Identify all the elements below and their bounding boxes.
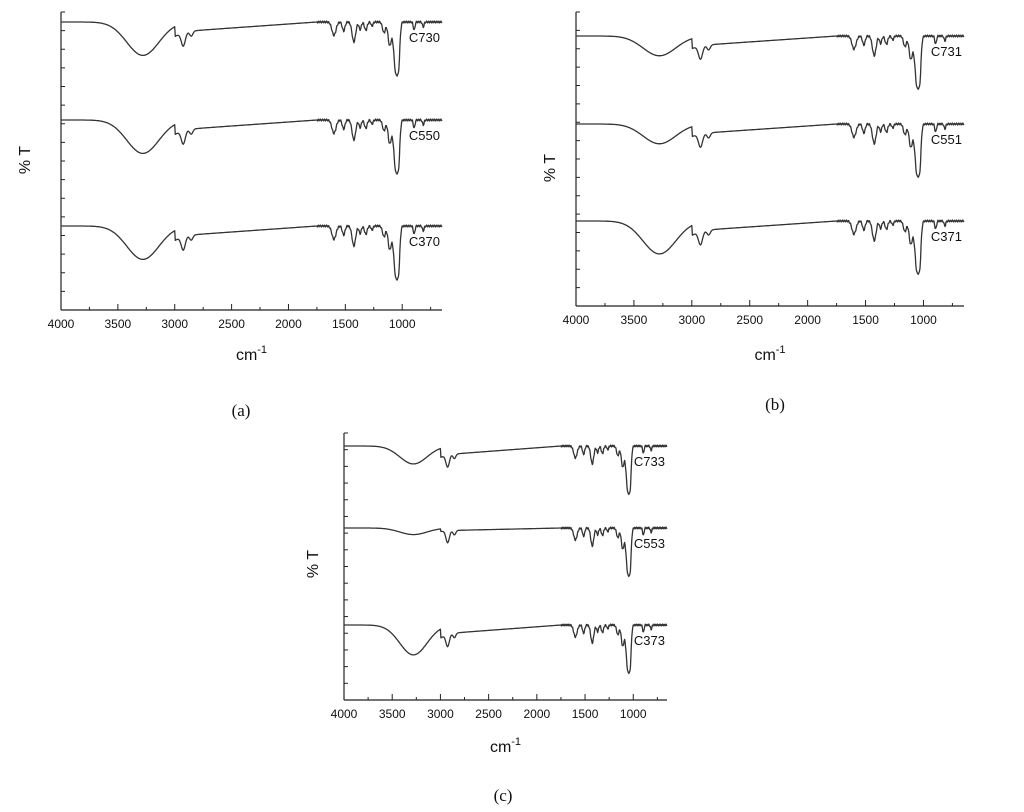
series-line-C553: [343, 526, 668, 578]
panel-c: 4000 3500 3000 2500 2000 1500 1000 cm-1 % T C733 C…: [305, 432, 668, 805]
panel-a: 4000 3500 3000 2500 2000 1500 1000 cm-1 % T C730 C…: [17, 11, 443, 420]
series-label: C730: [409, 30, 440, 45]
x-tick-label: 2000: [523, 707, 550, 721]
panel-b: 4000 3500 3000 2500 2000 1500 1000 cm-1 % T C731 C…: [542, 11, 965, 414]
series-label: C550: [409, 128, 440, 143]
series-label: C551: [931, 132, 962, 147]
x-axis-title: cm-1: [754, 344, 785, 364]
panel-caption: (b): [765, 395, 785, 414]
x-tick-label: 4000: [563, 313, 590, 327]
x-tick-label: 3500: [105, 317, 132, 331]
series-line-C551: [575, 122, 965, 178]
x-tick-label: 1500: [572, 707, 599, 721]
series-line-C730: [60, 20, 443, 77]
x-tick-label: 4000: [331, 707, 358, 721]
series-label: C731: [931, 44, 962, 59]
x-tick-label: 3500: [379, 707, 406, 721]
series-label: C373: [634, 633, 665, 648]
x-tick-label: 1500: [332, 317, 359, 331]
x-tick-label: 3000: [678, 313, 705, 327]
series-line-C373: [343, 623, 668, 675]
x-tick-label: 1500: [852, 313, 879, 327]
series-line-C550: [60, 118, 443, 175]
x-tick-label: 1000: [620, 707, 647, 721]
x-tick-label: 3000: [427, 707, 454, 721]
series-line-C370: [60, 224, 443, 281]
x-tick-label: 2000: [275, 317, 302, 331]
panel-caption: (c): [494, 786, 513, 805]
series-label: C370: [409, 234, 440, 249]
x-tick-label: 3500: [621, 313, 648, 327]
y-axis-title: % T: [305, 550, 322, 578]
x-tick-label: 2000: [794, 313, 821, 327]
series-line-C733: [343, 444, 668, 496]
series-label: C553: [634, 536, 665, 551]
series-label: C733: [634, 454, 665, 469]
x-tick-label: 4000: [48, 317, 75, 331]
x-tick-label: 2500: [218, 317, 245, 331]
x-tick-label: 1000: [910, 313, 937, 327]
x-axis-title: cm-1: [490, 736, 521, 756]
x-tick-label: 1000: [389, 317, 416, 331]
y-axis-title: % T: [17, 146, 34, 174]
x-tick-label: 2500: [475, 707, 502, 721]
x-tick-label: 2500: [736, 313, 763, 327]
panel-caption: (a): [232, 401, 251, 420]
series-line-C371: [575, 219, 965, 275]
series-line-C731: [575, 34, 965, 90]
x-axis-title: cm-1: [236, 344, 267, 364]
y-axis-title: % T: [542, 154, 559, 182]
series-label: C371: [931, 229, 962, 244]
x-tick-label: 3000: [161, 317, 188, 331]
